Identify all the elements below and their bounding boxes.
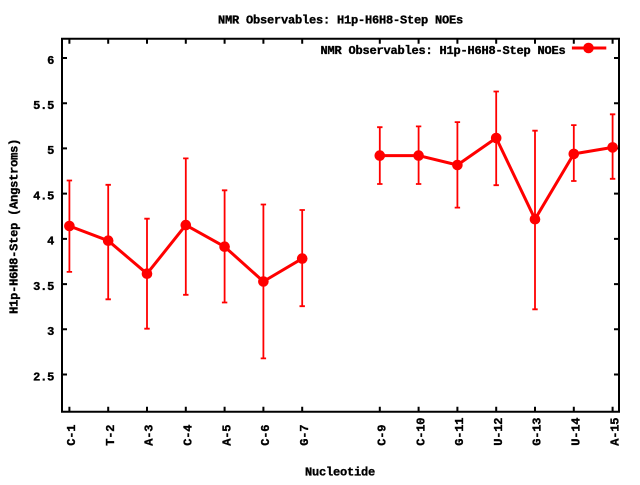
svg-text:2.5: 2.5: [33, 370, 54, 384]
svg-text:C-10: C-10: [414, 418, 428, 446]
svg-text:Nucleotide: Nucleotide: [305, 466, 375, 480]
svg-text:6: 6: [47, 54, 54, 68]
svg-text:A-15: A-15: [608, 418, 622, 446]
svg-text:C-1: C-1: [65, 425, 79, 446]
svg-text:NMR Observables: H1p-H6H8-Step: NMR Observables: H1p-H6H8-Step NOEs: [218, 13, 463, 27]
svg-text:G-13: G-13: [531, 418, 545, 446]
svg-text:3: 3: [47, 325, 54, 339]
svg-text:U-12: U-12: [492, 418, 506, 446]
svg-text:T-2: T-2: [104, 425, 118, 446]
svg-text:5: 5: [47, 144, 54, 158]
svg-text:G-7: G-7: [298, 425, 312, 446]
svg-text:H1p-H6H8-Step (Angstroms): H1p-H6H8-Step (Angstroms): [8, 139, 22, 314]
svg-text:A-3: A-3: [143, 425, 157, 446]
svg-text:NMR Observables: H1p-H6H8-Step: NMR Observables: H1p-H6H8-Step NOEs: [320, 44, 565, 58]
svg-text:5.5: 5.5: [33, 99, 54, 113]
svg-text:4.5: 4.5: [33, 189, 54, 203]
svg-text:C-9: C-9: [376, 425, 390, 446]
svg-text:A-5: A-5: [220, 425, 234, 446]
svg-text:U-14: U-14: [570, 418, 584, 446]
svg-text:C-4: C-4: [182, 425, 196, 446]
svg-text:C-6: C-6: [259, 425, 273, 446]
svg-text:4: 4: [47, 235, 54, 249]
svg-text:3.5: 3.5: [33, 280, 54, 294]
svg-text:G-11: G-11: [453, 418, 467, 446]
